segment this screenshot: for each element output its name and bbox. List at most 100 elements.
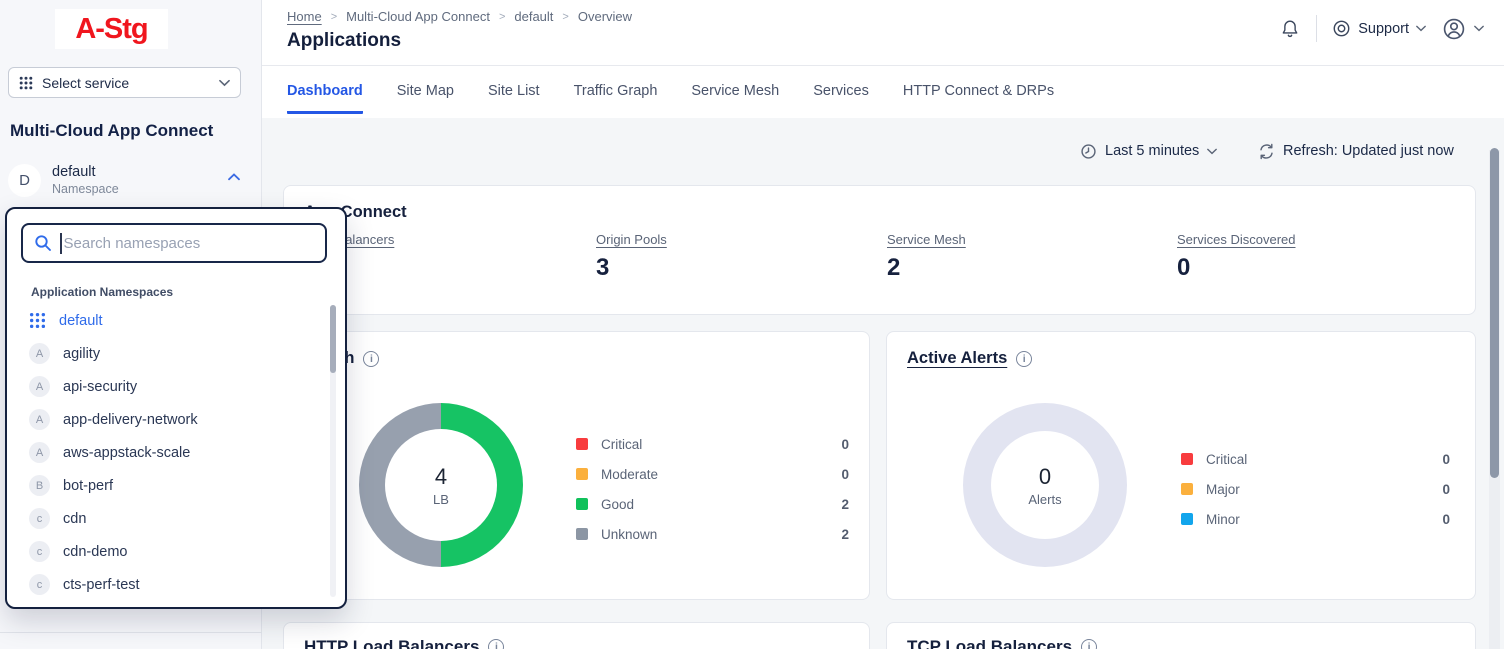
namespace-item-label: default [59, 313, 103, 329]
namespace-dropdown-panel: Application Namespaces default A agility… [5, 207, 347, 609]
namespace-item[interactable]: A app-delivery-network [9, 403, 329, 436]
breadcrumb-item[interactable]: Multi-Cloud App Connect [346, 9, 490, 24]
legend-marker [1181, 513, 1193, 525]
stat-origin-pools: Origin Pools 3 [596, 232, 667, 282]
tab-services[interactable]: Services [813, 66, 869, 114]
stat-value: 2 [887, 254, 966, 282]
stat-service-mesh: Service Mesh 2 [887, 232, 966, 282]
health-legend: Critical 0 Moderate 0 Good 2 Unknown 2 [576, 437, 849, 557]
tab-site-map[interactable]: Site Map [397, 66, 454, 114]
info-icon[interactable]: i [1016, 351, 1032, 367]
logo-text: A-Stg [75, 13, 147, 46]
namespace-item[interactable]: B bot-perf [9, 469, 329, 502]
refresh-label: Refresh: Updated just now [1283, 143, 1454, 159]
legend-row: Critical 0 [1181, 452, 1450, 466]
account-menu[interactable] [1441, 16, 1484, 42]
chevron-up-icon [228, 173, 240, 181]
namespace-item[interactable]: A agility [9, 337, 329, 370]
chevron-down-icon [1416, 25, 1426, 32]
http-lb-title: HTTP Load Balancers [304, 637, 479, 649]
avatar: c [29, 541, 50, 562]
health-donut-label: LB [433, 492, 449, 507]
breadcrumb-home[interactable]: Home [287, 9, 322, 24]
apps-grid-icon [19, 76, 33, 90]
chevron-down-icon [1474, 25, 1484, 32]
namespace-item[interactable]: c cdn-demo [9, 535, 329, 568]
notifications-bell-icon[interactable] [1279, 18, 1301, 40]
legend-row: Moderate 0 [576, 467, 849, 481]
page-scrollbar-thumb[interactable] [1490, 148, 1499, 478]
select-service-dropdown[interactable]: Select service [8, 67, 241, 98]
header-divider [1316, 15, 1317, 42]
grid-icon [29, 312, 46, 329]
namespace-item-default[interactable]: default [9, 304, 329, 337]
info-icon[interactable]: i [488, 639, 504, 649]
chevron-down-icon [219, 79, 230, 87]
legend-row: Unknown 2 [576, 527, 849, 541]
tab-service-mesh[interactable]: Service Mesh [691, 66, 779, 114]
avatar: A [29, 376, 50, 397]
clock-icon [1080, 143, 1097, 160]
tab-dashboard[interactable]: Dashboard [287, 66, 363, 114]
info-icon[interactable]: i [1081, 639, 1097, 649]
namespace-item[interactable]: c cdn [9, 502, 329, 535]
account-avatar-icon [1441, 16, 1467, 42]
info-icon[interactable]: i [363, 351, 379, 367]
namespace-item-label: cdn [63, 511, 86, 527]
breadcrumb-item[interactable]: default [514, 9, 553, 24]
namespace-item[interactable]: c cts-perf-test [9, 568, 329, 601]
stat-label[interactable]: Origin Pools [596, 232, 667, 247]
tab-site-list[interactable]: Site List [488, 66, 540, 114]
legend-marker [576, 528, 588, 540]
namespace-section-label: Application Namespaces [31, 285, 173, 299]
namespace-item[interactable]: A api-security [9, 370, 329, 403]
alerts-donut-value: 0 [1039, 464, 1051, 490]
alerts-donut-label: Alerts [1028, 492, 1061, 507]
logo[interactable]: A-Stg [55, 9, 168, 49]
namespace-name: default [52, 164, 119, 180]
product-title: Multi-Cloud App Connect [10, 121, 213, 141]
namespace-search[interactable] [21, 223, 327, 263]
breadcrumb-separator: > [499, 11, 505, 23]
breadcrumb-item: Overview [578, 9, 632, 24]
tab-http-connect-drps[interactable]: HTTP Connect & DRPs [903, 66, 1054, 114]
tcp-lb-title: TCP Load Balancers [907, 637, 1072, 649]
header-actions: Support [1279, 15, 1484, 42]
app-connect-summary-card: App Connect Load Balancers Origin Pools … [283, 185, 1476, 315]
namespace-item[interactable]: A aws-appstack-scale [9, 436, 329, 469]
namespace-selector[interactable]: D default Namespace [8, 161, 250, 199]
breadcrumb-separator: > [562, 11, 568, 23]
legend-marker [576, 468, 588, 480]
time-range-selector[interactable]: Last 5 minutes [1080, 139, 1217, 163]
header: Home > Multi-Cloud App Connect > default… [262, 0, 1504, 66]
chevron-down-icon [1207, 148, 1217, 155]
active-alerts-title[interactable]: Active Alerts [907, 349, 1007, 368]
namespace-list: default A agility A api-security A app-d… [9, 304, 329, 601]
stat-services-discovered: Services Discovered 0 [1177, 232, 1296, 282]
avatar: A [29, 409, 50, 430]
support-label: Support [1358, 21, 1409, 37]
time-range-label: Last 5 minutes [1105, 143, 1199, 159]
legend-row: Major 0 [1181, 482, 1450, 496]
search-input[interactable] [64, 235, 315, 252]
support-menu[interactable]: Support [1332, 19, 1426, 38]
search-icon [34, 234, 52, 252]
dropdown-scrollbar-thumb[interactable] [330, 305, 336, 373]
page: A-Stg Select service Multi-Cloud App Con… [0, 0, 1504, 649]
stat-value: 3 [596, 254, 667, 282]
namespace-item-label: agility [63, 346, 100, 362]
alerts-donut: 0 Alerts [963, 403, 1127, 567]
tab-traffic-graph[interactable]: Traffic Graph [574, 66, 658, 114]
stat-label[interactable]: Services Discovered [1177, 232, 1296, 247]
health-card: Health i 4 LB Critical 0 Moderate 0 Good [283, 331, 870, 600]
namespace-item-label: cdn-demo [63, 544, 127, 560]
refresh-control[interactable]: Refresh: Updated just now [1258, 139, 1454, 163]
sidebar-divider [0, 632, 262, 633]
legend-marker [1181, 483, 1193, 495]
tabs-row: Dashboard Site Map Site List Traffic Gra… [262, 66, 1504, 118]
stat-label[interactable]: Service Mesh [887, 232, 966, 247]
tabs: Dashboard Site Map Site List Traffic Gra… [287, 66, 1054, 118]
legend-row: Critical 0 [576, 437, 849, 451]
active-alerts-card: Active Alerts i 0 Alerts Critical 0 Majo… [886, 331, 1476, 600]
avatar: c [29, 574, 50, 595]
